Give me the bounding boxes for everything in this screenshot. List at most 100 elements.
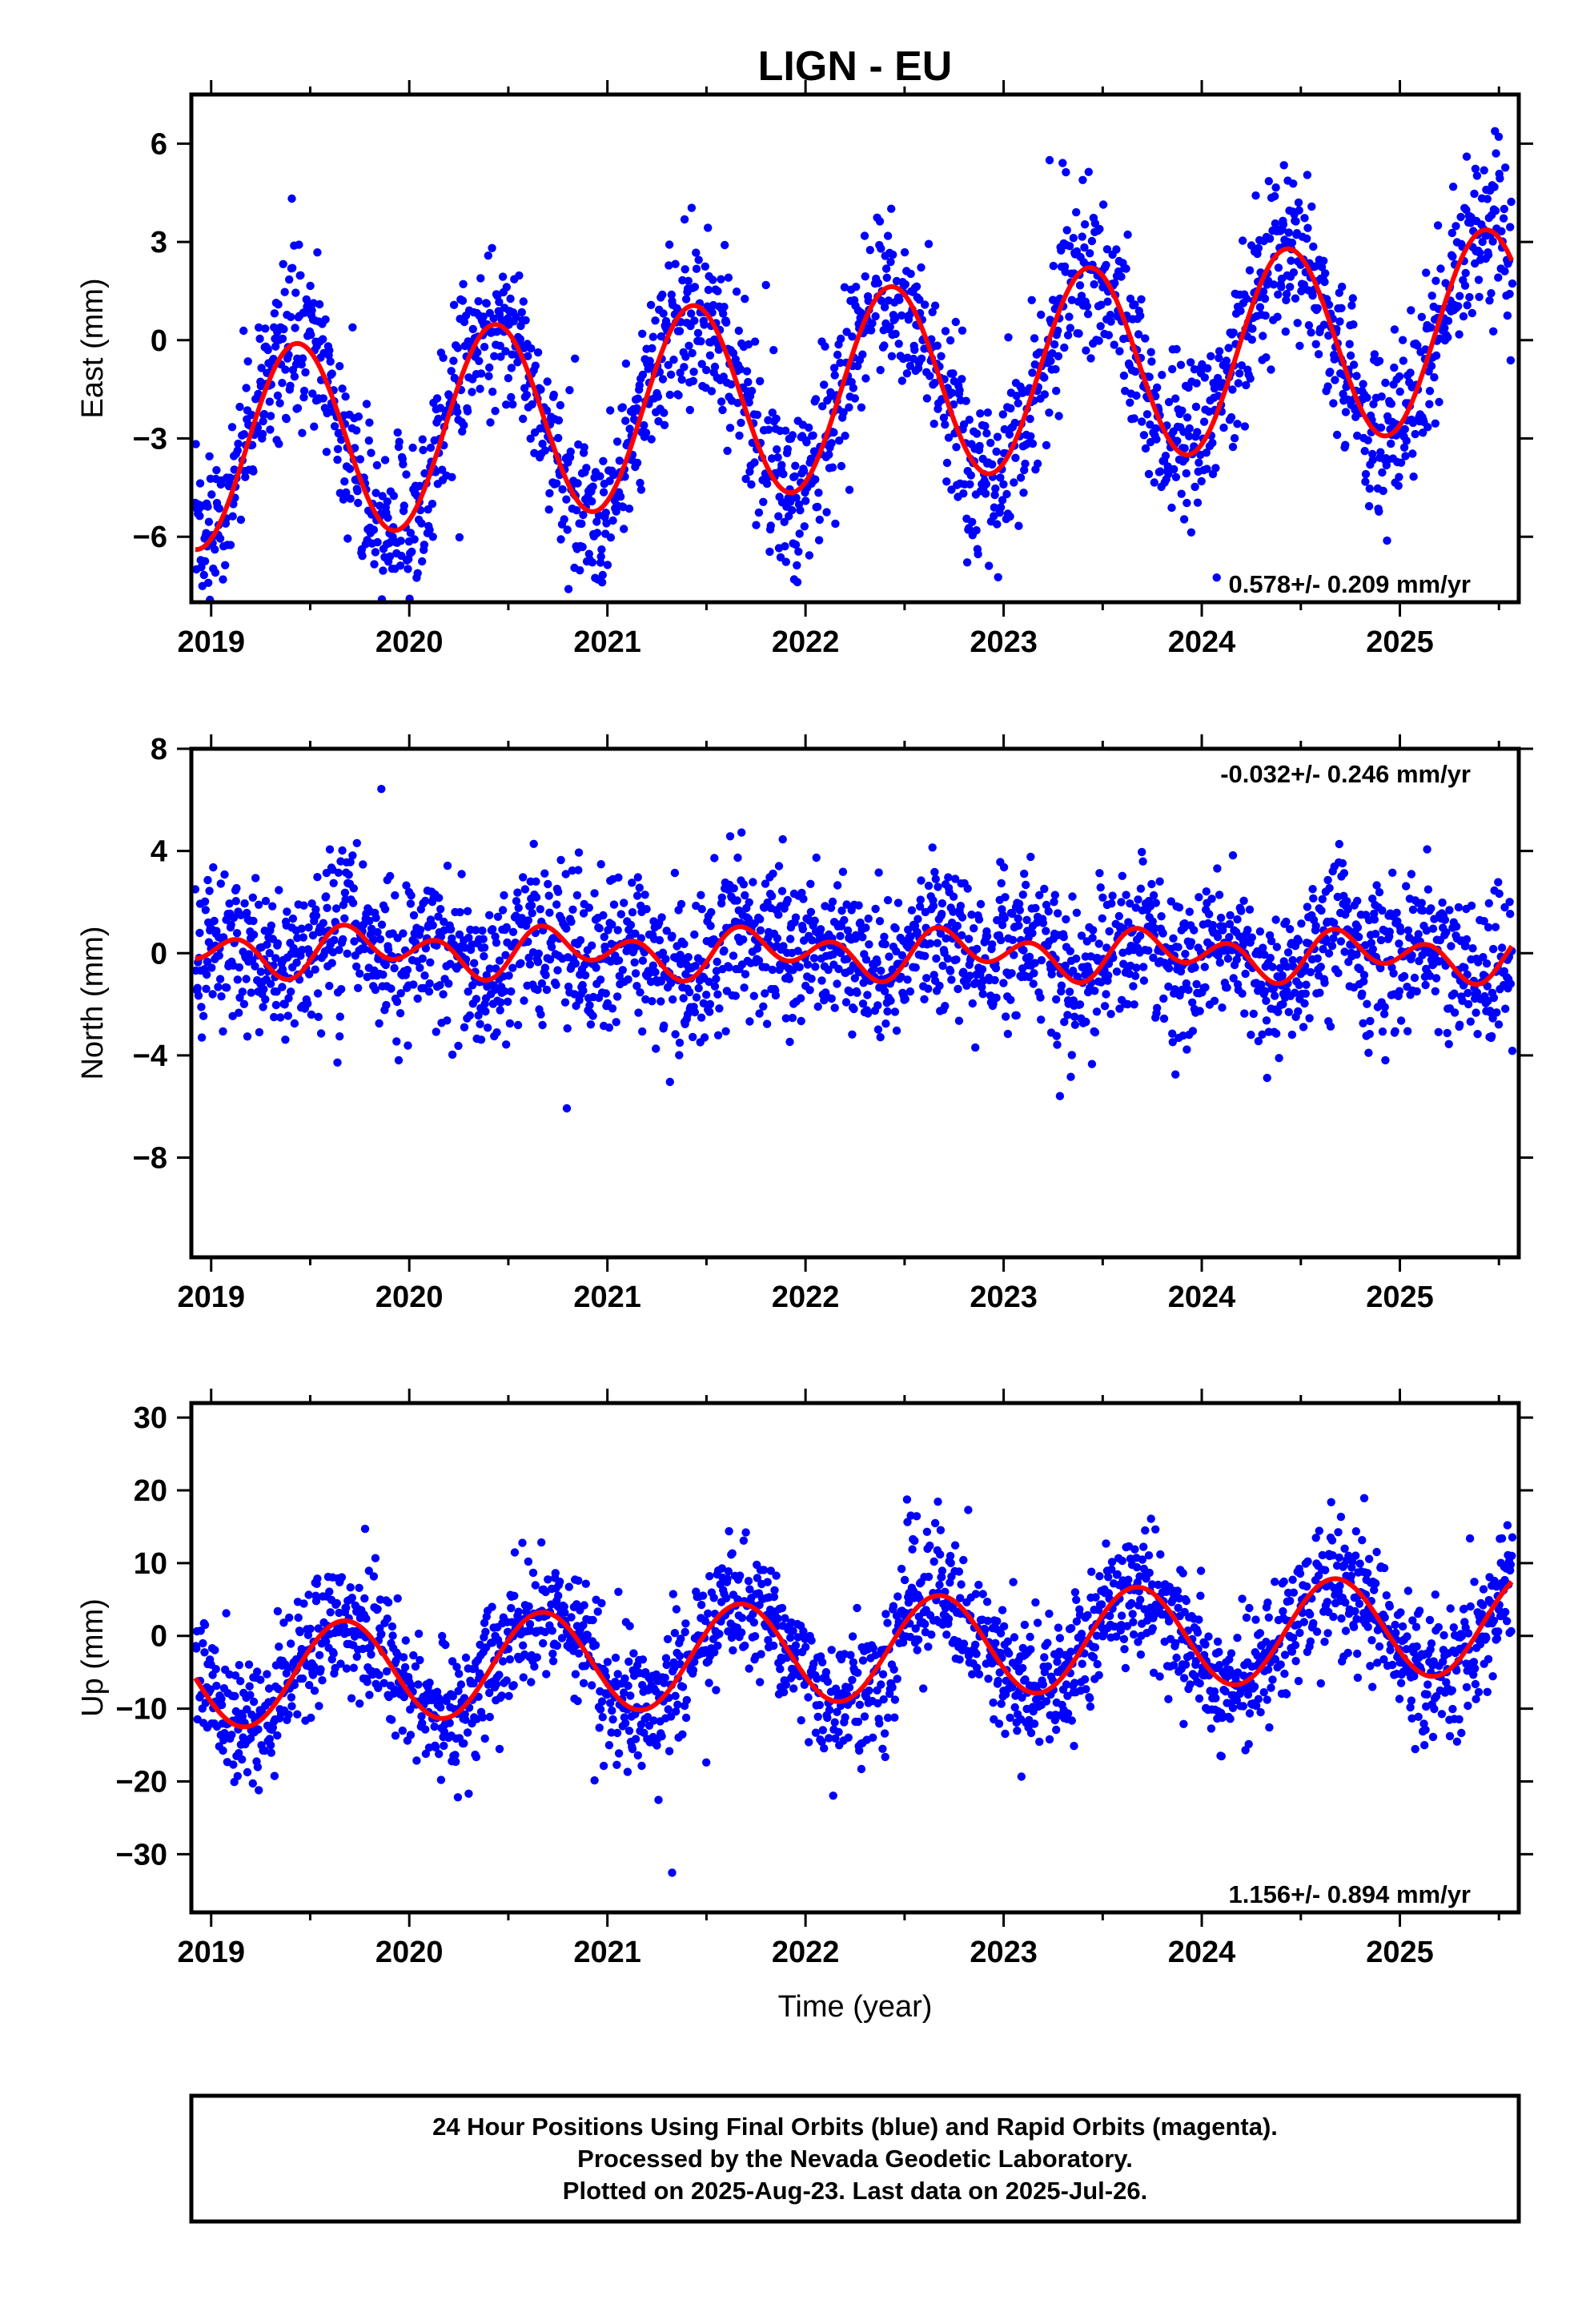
data-point [1012, 1011, 1021, 1020]
data-point [531, 1581, 540, 1590]
data-point [840, 915, 849, 925]
data-point [1119, 371, 1129, 380]
data-point [1402, 882, 1411, 891]
data-point [245, 1682, 254, 1691]
data-point [1396, 927, 1405, 935]
data-point [392, 1037, 401, 1046]
data-point [685, 405, 694, 415]
data-point [418, 1719, 427, 1727]
data-point [811, 963, 820, 971]
data-point [562, 924, 571, 933]
data-point [1266, 954, 1275, 963]
data-point [287, 312, 295, 321]
data-point [576, 935, 585, 945]
data-point [707, 387, 717, 396]
data-point [240, 899, 249, 908]
data-point [1030, 334, 1039, 343]
data-point [538, 440, 547, 448]
data-point [574, 1576, 583, 1586]
data-point [830, 1003, 839, 1012]
data-point [667, 290, 676, 300]
data-point [668, 931, 677, 940]
data-point [444, 391, 454, 400]
data-point [1225, 919, 1235, 929]
data-point [1030, 959, 1039, 967]
data-point [382, 1667, 391, 1676]
data-point [531, 361, 540, 370]
data-point [1295, 341, 1304, 350]
data-point [1279, 999, 1287, 1009]
data-point [811, 395, 821, 404]
data-point [388, 1631, 397, 1640]
data-point [483, 1023, 492, 1032]
data-point [750, 337, 760, 346]
data-point [680, 215, 689, 224]
data-point [1139, 976, 1149, 985]
data-point [778, 834, 787, 844]
data-point [242, 975, 251, 983]
x-tick-label: 2021 [573, 1281, 641, 1314]
data-point [1131, 903, 1141, 912]
data-point [195, 928, 204, 938]
data-point [1484, 923, 1493, 932]
data-point [313, 873, 322, 882]
data-point [263, 345, 272, 355]
data-point [684, 953, 693, 962]
data-point [1398, 336, 1407, 344]
data-point [456, 1680, 466, 1689]
data-point [441, 1640, 450, 1650]
data-point [1425, 387, 1435, 396]
data-point [1436, 264, 1445, 273]
data-point [1478, 237, 1487, 247]
data-point [337, 985, 346, 994]
data-point [1400, 424, 1410, 434]
data-point [1470, 189, 1479, 199]
data-point [772, 414, 781, 423]
data-point [616, 910, 625, 919]
data-point [1179, 515, 1189, 524]
data-point [1423, 885, 1433, 894]
data-point [1358, 989, 1367, 999]
data-point [363, 1678, 371, 1687]
data-point [348, 899, 358, 907]
data-point [1176, 360, 1186, 369]
data-point [418, 954, 427, 963]
data-point [606, 533, 616, 542]
data-point [472, 1752, 481, 1762]
data-point [346, 1583, 355, 1592]
data-point [704, 285, 713, 295]
y-tick-label: −6 [133, 521, 167, 554]
data-point [999, 862, 1009, 872]
data-point [1072, 908, 1082, 918]
data-point [362, 1614, 371, 1623]
data-point [755, 1009, 764, 1018]
data-point [827, 994, 836, 1003]
data-point [195, 479, 205, 488]
data-point [767, 891, 777, 901]
data-point [284, 1710, 293, 1719]
data-point [1077, 931, 1086, 940]
data-point [902, 369, 912, 378]
data-point [1139, 963, 1148, 971]
data-point [537, 1538, 546, 1547]
data-point [420, 971, 429, 980]
data-point [567, 917, 576, 927]
data-point [834, 964, 843, 974]
data-point [414, 1680, 423, 1689]
data-point [520, 885, 530, 894]
data-point [797, 1016, 805, 1026]
data-point [1243, 926, 1252, 935]
data-point [809, 431, 817, 440]
data-point [1355, 932, 1363, 942]
data-point [396, 561, 405, 570]
data-point [1115, 347, 1124, 356]
data-point [1205, 910, 1214, 919]
data-point [242, 384, 251, 392]
data-point [266, 412, 275, 420]
data-point [690, 1007, 700, 1017]
data-point [1062, 226, 1071, 235]
data-point [628, 908, 637, 917]
data-point [1218, 1003, 1227, 1012]
data-point [436, 905, 445, 914]
data-point [206, 1685, 215, 1694]
